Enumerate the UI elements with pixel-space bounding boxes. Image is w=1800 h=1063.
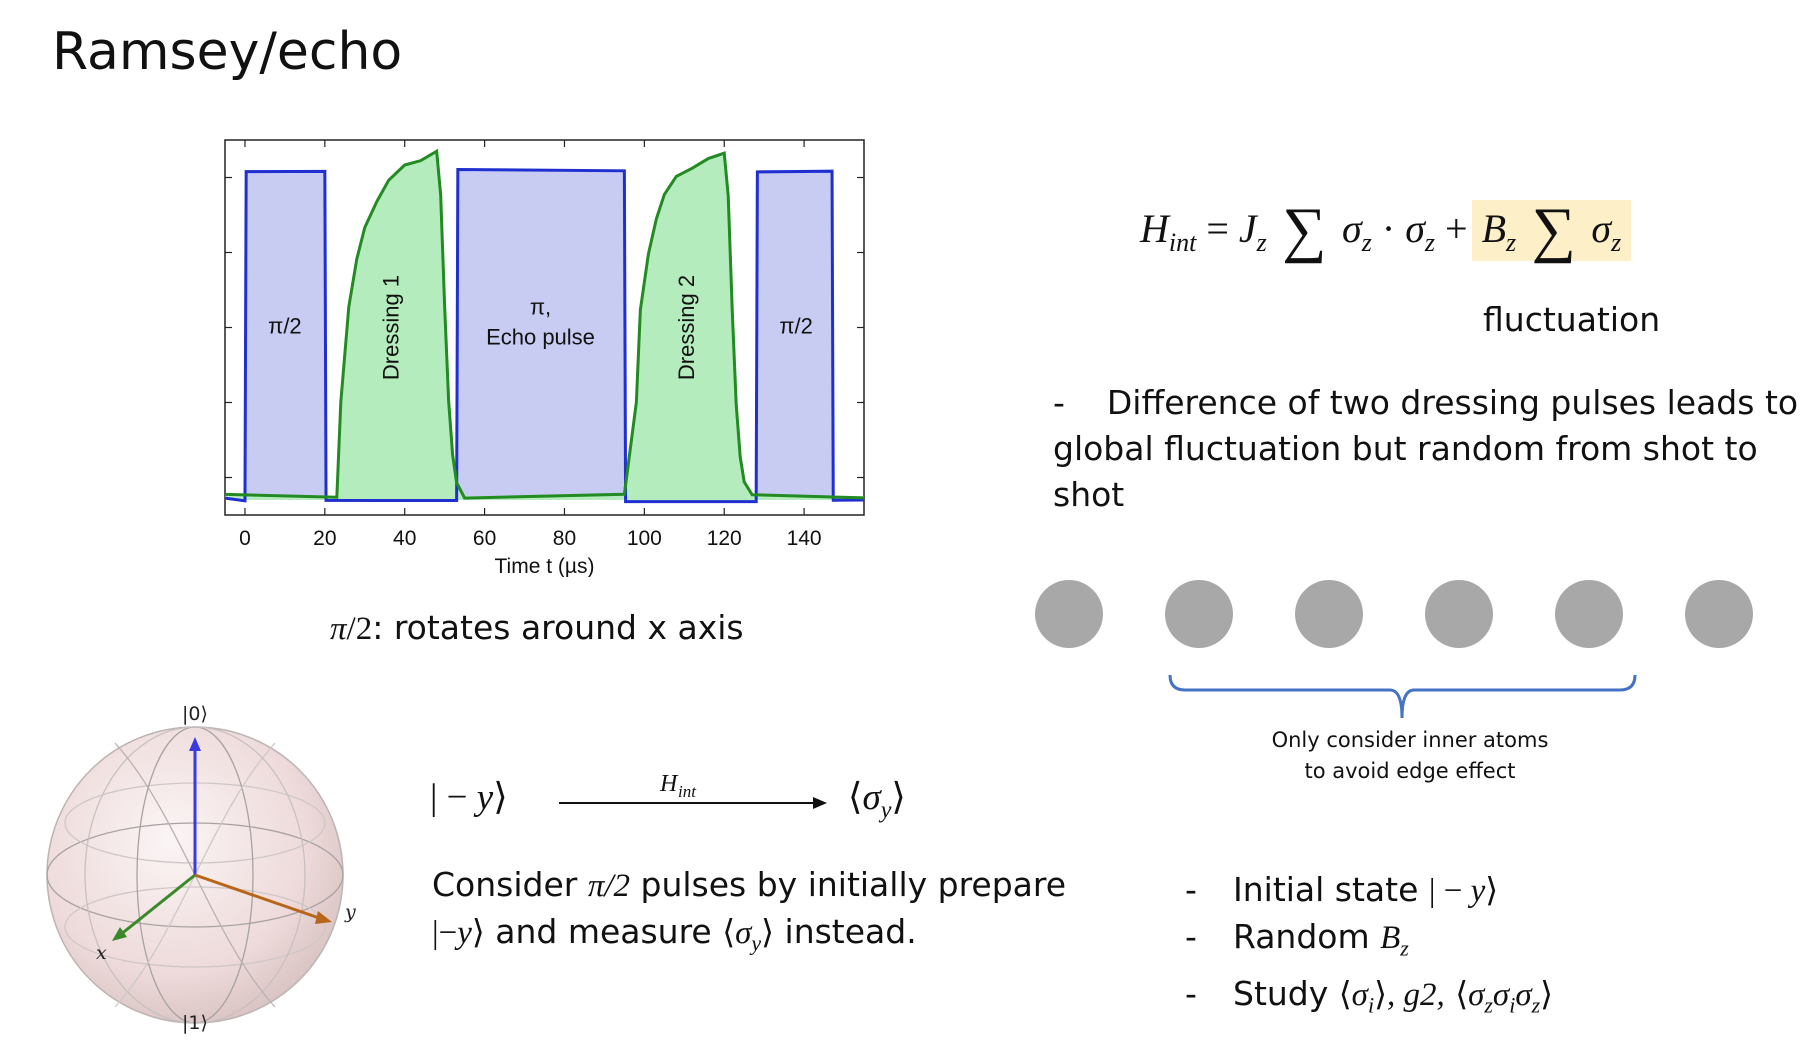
series-2-line [224, 148, 865, 500]
random-field-text: Random [1233, 917, 1370, 956]
brace-label-line-2: to avoid edge effect [1304, 759, 1516, 783]
chart-annotation: Echo pulse [486, 325, 595, 350]
list-item: - Random Bz [1185, 917, 1409, 961]
atom [1685, 580, 1753, 648]
x-axis-label: Time t (µs) [495, 555, 595, 577]
inner-atoms-brace [1168, 674, 1637, 719]
fluctuation-label: fluctuation [1483, 300, 1661, 339]
series-1-line [224, 167, 865, 504]
difference-line-1: Difference of two dressing pulses leads … [1106, 383, 1799, 422]
pi-half-caption: π/2: rotates around x axis [330, 608, 744, 647]
chart-annotation: π/2 [779, 313, 813, 338]
study-bullets: - Initial state | − y⟩ - Random Bz - Study … [1185, 867, 1553, 1027]
consider-note: Consider π/2 pulses by initially prepare… [432, 865, 1067, 956]
evolution-arrow: H int [559, 771, 827, 809]
atom [1425, 580, 1493, 648]
x-tick-label: 80 [553, 527, 576, 550]
y-axis-label: y [344, 901, 356, 923]
x-tick-label: 40 [393, 527, 416, 550]
x-tick-label: 0 [239, 527, 251, 550]
x-tick-label: 140 [787, 527, 822, 550]
atom [1295, 580, 1363, 648]
initial-state-text: Initial state [1233, 870, 1419, 909]
chart-annotation: π/2 [268, 313, 302, 338]
atom [1035, 580, 1103, 648]
x-tick-label: 20 [313, 527, 336, 550]
x-tick-label: 120 [707, 527, 742, 550]
consider-text-c: and measure [484, 912, 723, 951]
x-axis-label: x [96, 942, 107, 964]
series-2-fill [225, 151, 864, 500]
highlighted-field-term: Bz ∑ σz [1471, 196, 1632, 264]
bullet-dash: - [1053, 383, 1065, 422]
brace-label-line-1: Only consider inner atoms [1271, 728, 1549, 752]
chart-svg: 0 20 40 60 80 100 120 140 Time t (µs) π/2 Dressing… [224, 139, 865, 578]
list-item: - Study ⟨σi⟩, g2, ⟨σzσiσz⟩ [1185, 973, 1554, 1018]
difference-line-2: global fluctuation but random from shot … [1053, 429, 1758, 514]
consider-text-d: instead. [774, 912, 917, 951]
ket-1-label: |1⟩ [182, 1012, 208, 1034]
list-item: - Initial state | − y⟩ [1185, 870, 1499, 909]
slide-title: Ramsey/echo [52, 22, 403, 82]
series-1-fill [225, 170, 864, 500]
chart-annotation: π, [530, 295, 551, 320]
x-tick-label: 100 [627, 527, 662, 550]
study-text: Study [1233, 973, 1329, 1013]
difference-note: - Difference of two dressing pulses lead… [1053, 380, 1800, 518]
evolution-flow: | − y⟩ [430, 777, 508, 818]
svg-text:H: H [659, 771, 679, 797]
ket-0-label: |0⟩ [182, 703, 208, 725]
g2-text: g2, [1403, 976, 1445, 1013]
consider-text-b: pulses by initially prepare [630, 865, 1067, 904]
x-axis-arrow [119, 873, 196, 937]
atom [1165, 580, 1233, 648]
consider-text-a: Consider [432, 865, 588, 904]
chart-annotation: Dressing 1 [379, 275, 404, 380]
brace-label: Only consider inner atoms to avoid edge … [1200, 725, 1620, 787]
sigma-y-expectation: ⟨σy⟩ [848, 777, 906, 824]
y-axis-arrow [194, 873, 323, 921]
atom [1555, 580, 1623, 648]
bloch-sphere: |0⟩ |1⟩ x y [46, 703, 356, 1034]
x-tick-label: 60 [473, 527, 496, 550]
hamiltonian-equation: Hint = Jz ∑ σz · σz + Bz ∑ σz [1140, 195, 1632, 266]
chart-annotation: Dressing 2 [674, 275, 699, 380]
svg-text:int: int [678, 782, 697, 801]
pulse-sequence-chart: 0 20 40 60 80 100 120 140 Time t (µs) π/2 Dressing… [222, 137, 867, 578]
pi-half-caption-text: : rotates around x axis [372, 608, 744, 647]
